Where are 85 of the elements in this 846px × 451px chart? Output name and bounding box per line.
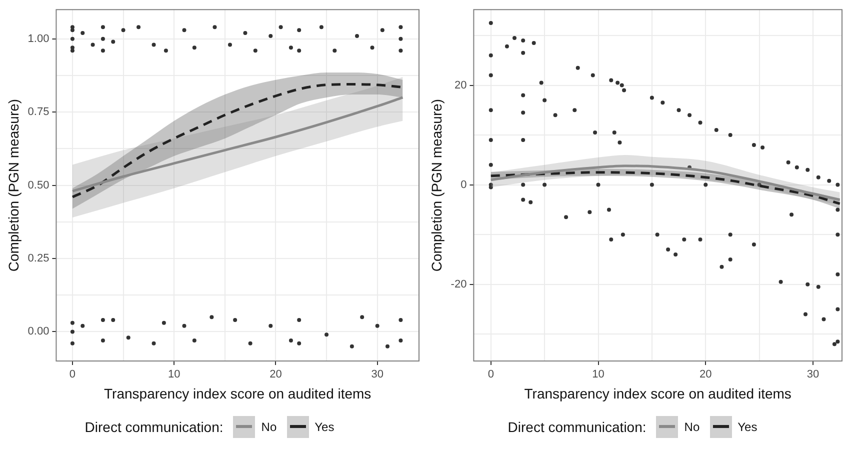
point [212, 25, 217, 30]
point [288, 46, 293, 50]
point [398, 48, 403, 53]
point [268, 34, 273, 38]
point [228, 42, 232, 47]
point [192, 338, 196, 342]
point [380, 28, 384, 32]
point [370, 46, 374, 50]
y-axis-title: Completion (PGN measure) [5, 98, 22, 272]
point [182, 28, 186, 32]
y-tick-label: 0.25 [28, 252, 50, 265]
legend-title: Direct communication: [508, 419, 646, 435]
point [355, 34, 360, 38]
point [192, 46, 196, 50]
x-tick-label: 30 [371, 368, 384, 381]
point [162, 320, 166, 325]
line-series [71, 96, 404, 192]
x-tick-label: 30 [806, 368, 820, 381]
y-axis-title: Completion (PGN measure) [428, 98, 444, 272]
point [70, 341, 74, 346]
y-tick-label: 20 [454, 79, 467, 92]
point [398, 36, 403, 41]
x-axis-title: Transparency index score on audited items [524, 385, 792, 402]
point [70, 36, 74, 41]
point [350, 344, 354, 348]
point [278, 25, 283, 30]
legend-label: Yes [314, 420, 334, 434]
x-tick-label: 0 [488, 368, 494, 381]
point [100, 338, 105, 342]
point [243, 31, 248, 36]
point [100, 36, 105, 41]
point [360, 315, 364, 320]
point [210, 315, 214, 320]
legend-label: Yes [738, 420, 758, 434]
point [80, 31, 85, 36]
point [152, 42, 156, 47]
point [70, 48, 74, 53]
point [375, 324, 380, 328]
point [70, 320, 74, 325]
point [297, 48, 302, 53]
point [152, 341, 156, 346]
point [182, 324, 186, 328]
point [136, 25, 141, 30]
y-tick-label: 0.75 [28, 106, 50, 118]
point [332, 48, 337, 53]
point [100, 318, 105, 322]
point [297, 28, 302, 32]
y-tick-label: 0.00 [28, 326, 50, 338]
point [248, 341, 252, 346]
point [100, 48, 105, 53]
x-tick-label: 20 [270, 368, 282, 381]
y-tick-label: 1.00 [28, 32, 50, 45]
point [233, 318, 238, 322]
x-tick-label: 20 [700, 368, 712, 381]
y-tick-label: -20 [450, 278, 467, 290]
point [297, 318, 302, 322]
point [398, 25, 403, 30]
point [319, 25, 324, 30]
x-tick-label: 10 [592, 368, 604, 381]
point [297, 341, 302, 346]
x-tick-label: 10 [168, 368, 180, 381]
x-axis-title: Transparency index score on audited items [104, 385, 372, 402]
point [398, 318, 403, 322]
point [80, 324, 85, 328]
point [111, 318, 116, 322]
legend-label: No [684, 420, 700, 434]
y-tick-label: 0.50 [28, 179, 50, 192]
point [398, 338, 403, 342]
point [100, 25, 105, 30]
point [324, 332, 329, 337]
y-tick-label: 0 [460, 178, 467, 191]
legend-title: Direct communication: [84, 419, 224, 435]
legend-label: No [261, 420, 277, 434]
point [268, 324, 273, 328]
point [288, 338, 293, 342]
point [111, 40, 116, 44]
x-tick-label: 0 [69, 368, 76, 381]
point [121, 28, 126, 32]
point [70, 25, 74, 30]
point [126, 336, 130, 340]
point [253, 48, 258, 53]
point [90, 42, 95, 47]
point [385, 344, 390, 348]
point [164, 48, 168, 53]
point [70, 330, 74, 334]
